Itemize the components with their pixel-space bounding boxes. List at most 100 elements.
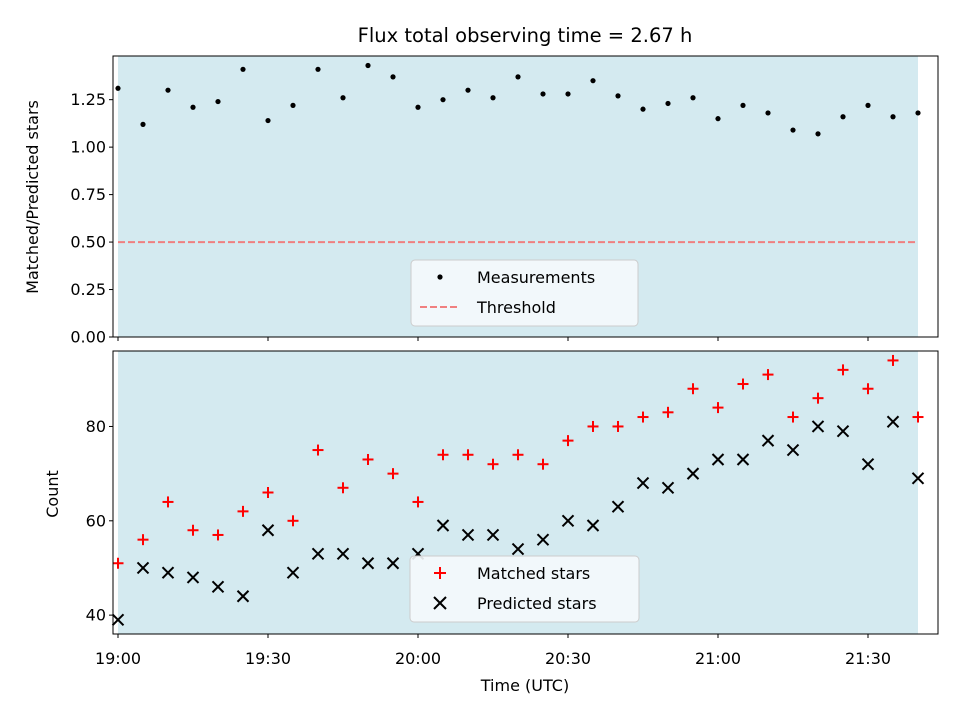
predicted-stars-point xyxy=(236,590,250,603)
predicted-stars-point xyxy=(861,457,875,471)
count-panel: 40 60 80 19:00 19:30 20:00 20:30 21:00 21:30 Co… xyxy=(43,350,939,695)
predicted-stars-point xyxy=(911,472,925,485)
matched-stars-point xyxy=(587,420,599,432)
matched-stars-point xyxy=(637,411,649,423)
matched-stars-point xyxy=(487,458,499,470)
legend-matched-label: Matched stars xyxy=(477,564,590,583)
legend-measurements-marker xyxy=(437,274,443,280)
predicted-stars-point xyxy=(786,443,800,457)
matched-stars-point xyxy=(687,383,699,395)
predicted-stars-point xyxy=(836,424,850,438)
matched-stars-point xyxy=(212,529,224,541)
measurement-point xyxy=(140,121,146,127)
predicted-stars-point xyxy=(361,557,375,570)
predicted-stars-point xyxy=(211,580,225,594)
ratio-panel-frame xyxy=(112,55,939,338)
y-tick-label: 0.25 xyxy=(70,280,106,299)
matched-stars-point xyxy=(187,524,199,536)
measurement-point xyxy=(465,87,471,93)
matched-stars-point xyxy=(312,444,324,456)
matched-stars-point xyxy=(862,383,874,395)
chart-title: Flux total observing time = 2.67 h xyxy=(358,24,693,47)
matched-stars-point xyxy=(412,496,424,508)
matched-stars-point xyxy=(537,458,549,470)
matched-stars-point xyxy=(837,364,849,376)
predicted-stars-point xyxy=(586,519,600,532)
measurement-point xyxy=(390,74,396,80)
matched-stars-point xyxy=(462,449,474,461)
x-tick-label: 20:00 xyxy=(395,649,441,668)
ratio-panel-x-ticks xyxy=(117,337,869,341)
measurement-point xyxy=(615,93,621,99)
measurement-point xyxy=(840,114,846,120)
measurement-point xyxy=(315,66,321,72)
predicted-stars-point xyxy=(611,500,625,513)
measurement-point xyxy=(365,62,371,69)
x-tick-label: 19:30 xyxy=(245,649,291,668)
measurement-point xyxy=(565,91,571,97)
matched-stars-point xyxy=(762,369,774,381)
y-tick-label: 0.75 xyxy=(70,185,106,204)
matched-stars-point xyxy=(162,496,174,508)
matched-stars-point xyxy=(237,505,249,517)
legend-measurements-label: Measurements xyxy=(477,268,595,287)
x-tick-label: 21:00 xyxy=(695,649,741,668)
predicted-stars-point xyxy=(261,524,275,537)
predicted-stars-point xyxy=(186,571,200,584)
matched-stars-point xyxy=(112,557,124,569)
measurement-point xyxy=(415,104,421,110)
predicted-stars-point xyxy=(736,453,750,466)
y-tick-label: 0.00 xyxy=(70,328,106,347)
measurement-point xyxy=(240,66,246,72)
measurement-point xyxy=(815,131,821,137)
predicted-stars-point xyxy=(161,566,175,579)
predicted-stars-point xyxy=(336,547,350,561)
measurement-point xyxy=(590,78,596,84)
ratio-panel-y-axis-label: Matched/Predicted stars xyxy=(23,100,42,294)
measurement-point xyxy=(290,102,296,108)
predicted-stars-point xyxy=(886,415,900,428)
predicted-stars-point xyxy=(136,561,150,575)
matched-stars-point xyxy=(712,402,724,414)
matched-stars-point xyxy=(612,420,624,432)
measurement-point xyxy=(165,87,171,93)
measurement-point xyxy=(540,91,546,97)
ratio-panel-marks xyxy=(115,62,921,244)
matched-stars-point xyxy=(812,392,824,404)
predicted-stars-point xyxy=(711,453,725,466)
x-tick-label: 21:30 xyxy=(845,649,891,668)
matched-stars-point xyxy=(662,406,674,418)
predicted-stars-point xyxy=(436,519,450,532)
measurement-point xyxy=(915,110,921,116)
measurement-point xyxy=(715,116,721,122)
predicted-stars-point xyxy=(761,434,775,447)
measurement-point xyxy=(890,114,896,120)
matched-stars-point xyxy=(262,487,274,498)
predicted-stars-point xyxy=(111,613,125,627)
count-panel-x-axis-label: Time (UTC) xyxy=(480,676,569,695)
ratio-panel-legend: Measurements Threshold xyxy=(410,259,639,327)
y-tick-label: 1.00 xyxy=(70,138,106,157)
predicted-stars-point xyxy=(536,533,550,546)
legend-threshold-label: Threshold xyxy=(476,298,556,317)
matched-stars-point xyxy=(287,515,299,527)
y-tick-label: 60 xyxy=(86,511,106,530)
ratio-panel: 0.00 0.25 0.50 0.75 1.00 1.25 Flux total obse… xyxy=(23,24,939,347)
ratio-panel-y-ticks: 0.00 0.25 0.50 0.75 1.00 1.25 xyxy=(70,90,113,347)
y-tick-label: 1.25 xyxy=(70,90,106,109)
measurement-point xyxy=(765,110,771,116)
predicted-stars-point xyxy=(686,467,700,480)
matched-stars-point xyxy=(512,449,524,461)
matched-stars-point xyxy=(362,453,374,465)
measurement-point xyxy=(690,95,696,101)
measurement-point xyxy=(190,104,196,110)
predicted-stars-point xyxy=(286,566,300,579)
x-tick-label: 19:00 xyxy=(95,649,141,668)
count-panel-legend: Matched stars Predicted stars xyxy=(409,555,640,623)
measurement-point xyxy=(790,127,796,133)
measurement-point xyxy=(865,102,871,108)
ratio-legend-box xyxy=(410,259,639,327)
count-legend-box xyxy=(409,555,640,623)
matched-stars-point xyxy=(912,411,924,423)
